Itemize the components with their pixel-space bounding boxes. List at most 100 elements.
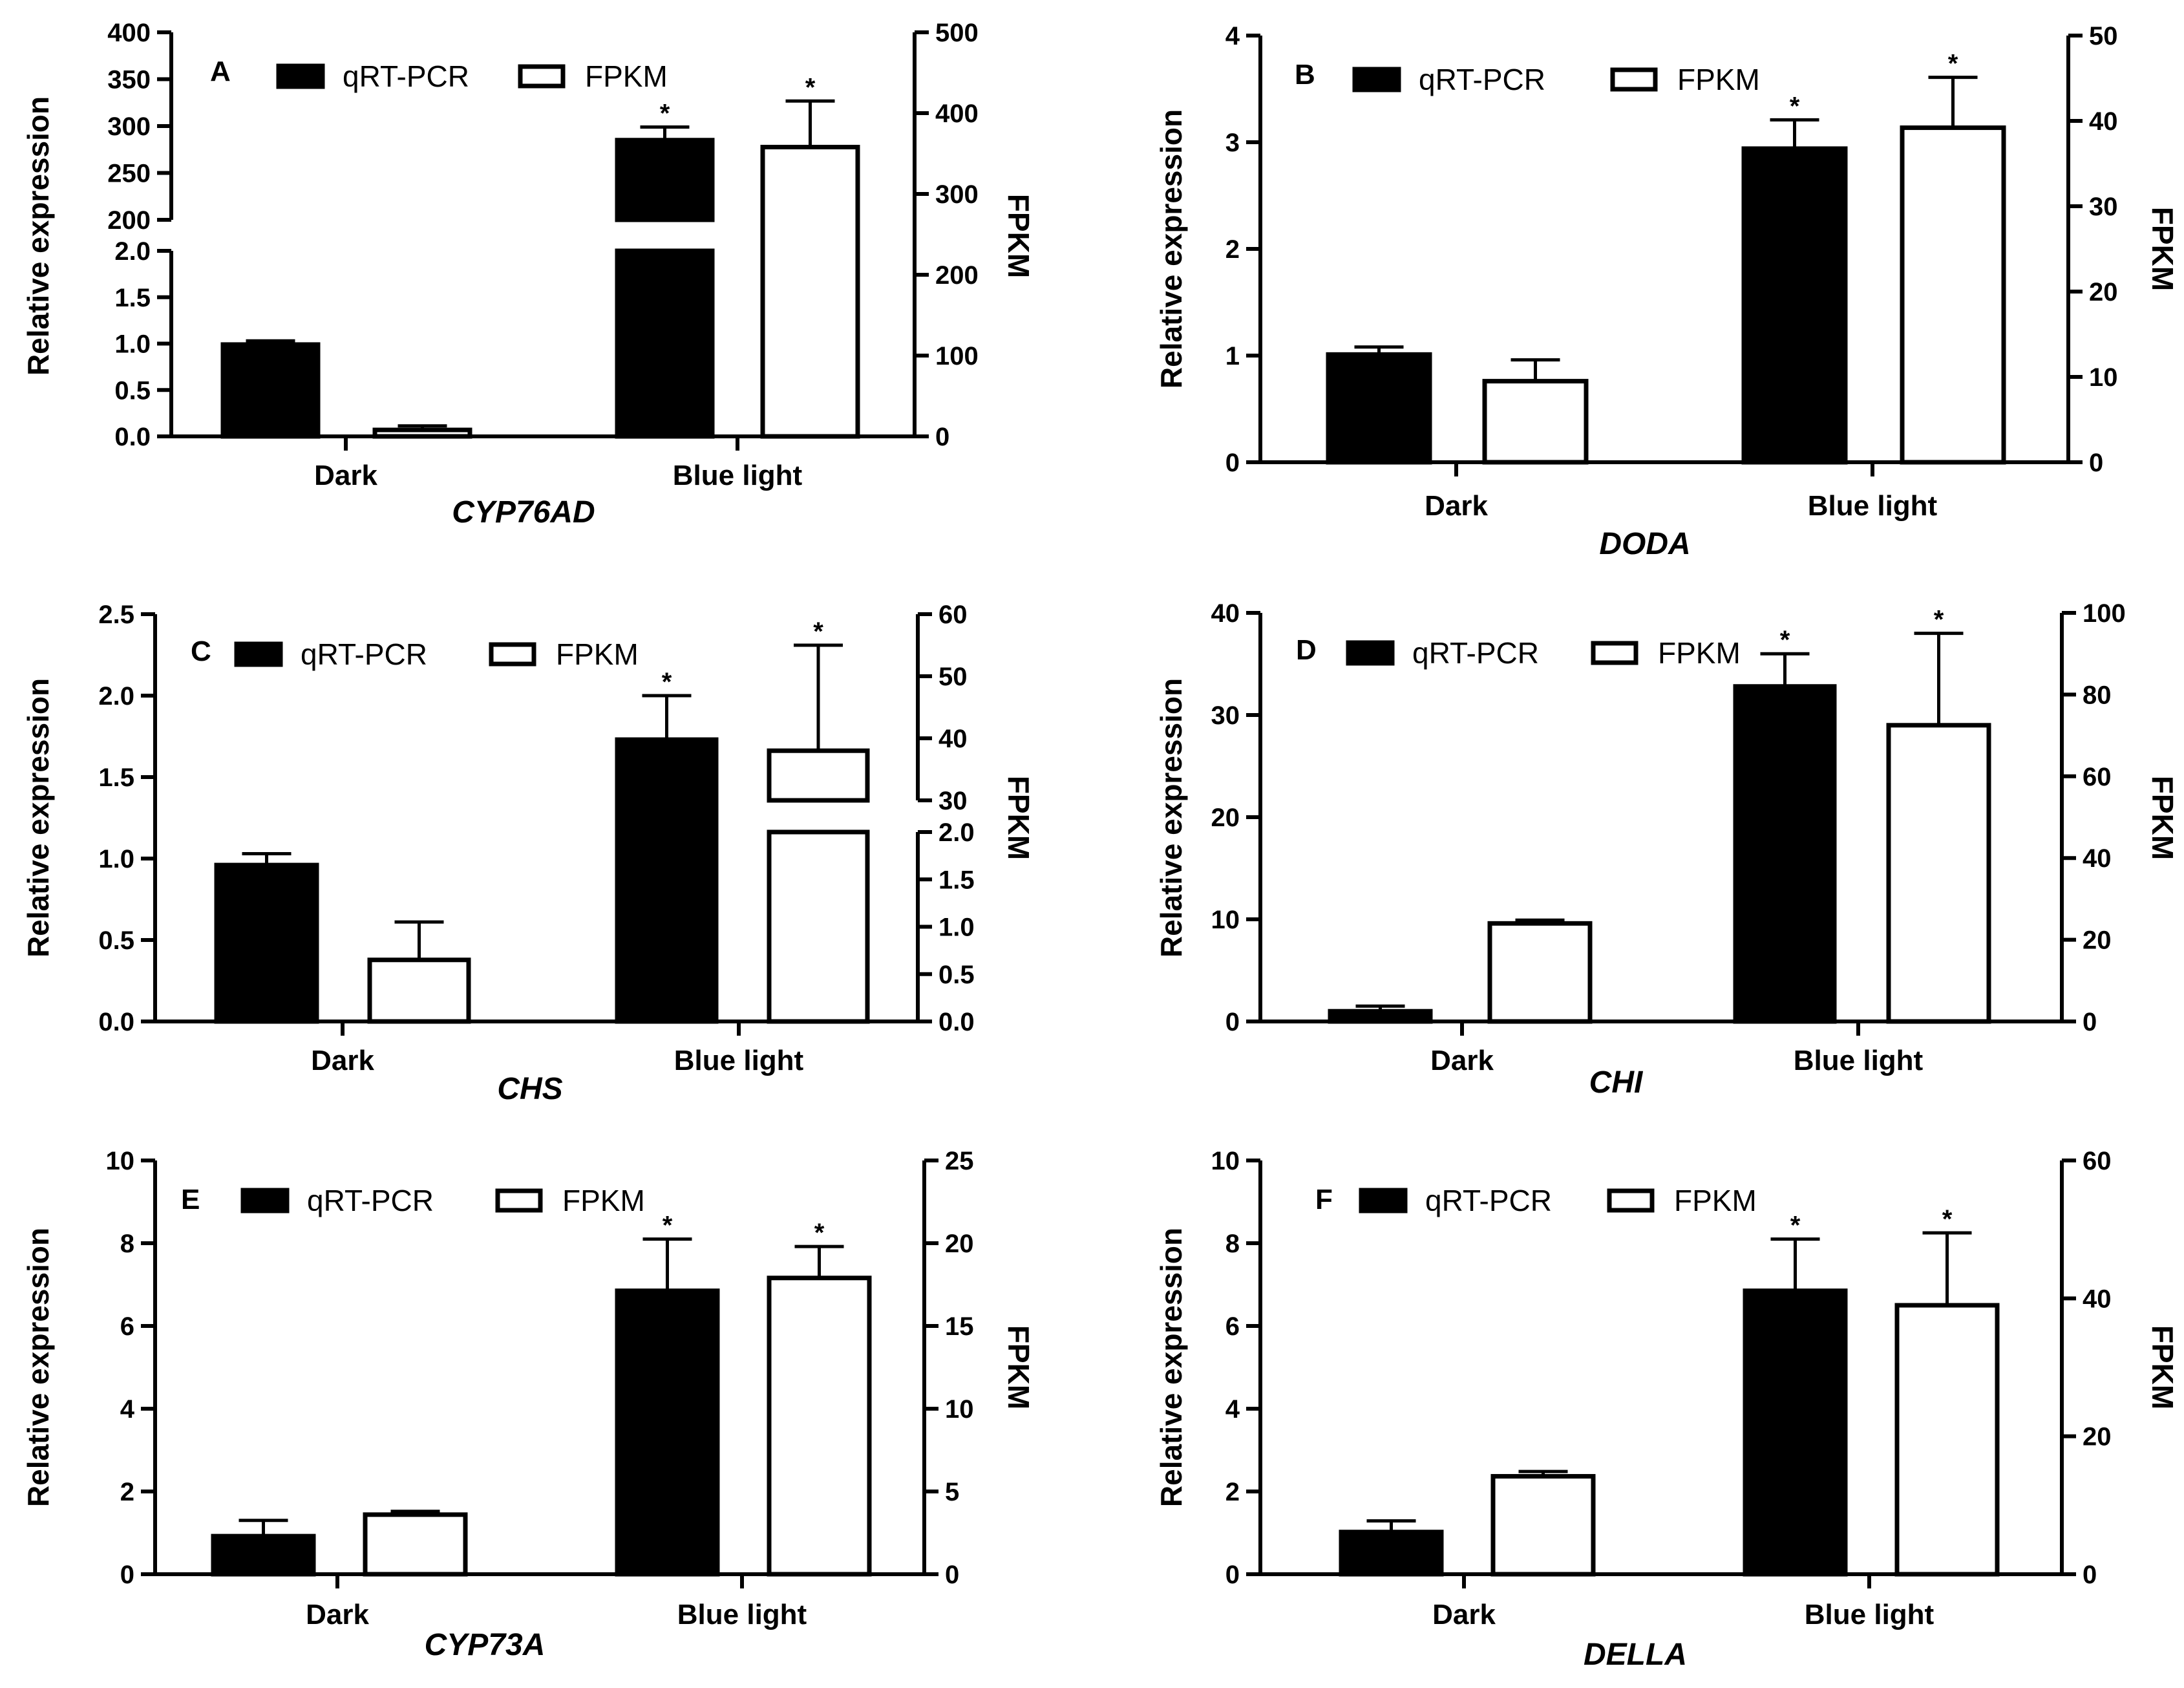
legend-label-qrt: qRT-PCR (1419, 63, 1545, 96)
fpkm-bar-blue-light (1886, 723, 1991, 1024)
legend-label-qrt: qRT-PCR (301, 637, 427, 671)
left-axis-tick-label: 8 (120, 1230, 134, 1258)
left-axis-tick-label: 4 (1225, 1395, 1240, 1424)
error-bar (239, 1519, 288, 1537)
gene-label: CYP73A (425, 1628, 546, 1662)
legend-swatch-fpkm (489, 642, 536, 667)
gene-label: DELLA (1584, 1638, 1687, 1672)
error-bar (642, 694, 692, 740)
fpkm-bar-blue-light-upper (767, 748, 870, 803)
fpkm-bar-dark (1487, 921, 1593, 1024)
qrt-bar-dark (1339, 1530, 1444, 1577)
right-axis-title: FPKM (1002, 1325, 1035, 1409)
left-axis-tick-label: 350 (107, 66, 151, 94)
legend-label-fpkm: FPKM (1674, 1184, 1757, 1217)
panel-letter: B (1295, 59, 1315, 91)
right-axis-title: FPKM (1002, 776, 1035, 860)
significance-star: * (1948, 50, 1958, 78)
category-label: Blue light (673, 460, 803, 491)
category-label: Blue light (677, 1599, 807, 1630)
right-axis-tick-label: 0 (935, 423, 949, 451)
error-bar (390, 1510, 440, 1515)
right-axis-tick-label: 40 (938, 725, 968, 753)
left-axis-tick-label: 1.0 (114, 330, 151, 359)
left-axis-tick-label: 0.0 (114, 423, 151, 451)
legend-label-fpkm: FPKM (585, 59, 668, 93)
legend: qRT-PCR FPKM (1352, 63, 1760, 96)
right-axis-tick-label: 60 (2083, 763, 2112, 791)
fpkm-bar-blue-light (1894, 1303, 2000, 1577)
legend-label-qrt: qRT-PCR (343, 59, 469, 93)
fpkm-bar-dark (367, 957, 471, 1024)
left-axis-tick-label: 2.0 (114, 237, 151, 266)
error-bar (785, 99, 835, 147)
error-bar (1914, 632, 1964, 725)
left-axis-tick-label: 2 (1225, 1478, 1240, 1506)
significance-star: * (1790, 1212, 1801, 1240)
left-axis-tick-label: 2 (1225, 235, 1240, 264)
significance-star: * (1942, 1205, 1953, 1234)
qrt-bar-dark (220, 342, 321, 439)
left-axis-tick-label: 6 (120, 1312, 134, 1341)
fpkm-bar-dark (1482, 379, 1589, 465)
error-bar (1770, 1237, 1820, 1291)
significance-star: * (663, 1212, 673, 1240)
fpkm-bar-dark (363, 1512, 468, 1577)
panel-letter: D (1296, 634, 1317, 666)
error-bar (394, 920, 444, 960)
qrt-bar-blue-light (615, 138, 715, 439)
right-axis-tick-label: 1.5 (938, 866, 975, 894)
panel-a: **0.00.51.01.52.020025030035040001002003… (21, 19, 1035, 529)
error-bar (1511, 358, 1560, 381)
category-label: Dark (311, 1045, 374, 1076)
gene-label: CHI (1589, 1065, 1644, 1100)
right-axis-tick-label: 10 (945, 1395, 974, 1424)
left-axis-tick-label: 1.5 (98, 764, 134, 792)
right-axis-tick-label: 80 (2083, 681, 2112, 709)
legend-swatch-qrt (1359, 1188, 1408, 1213)
right-axis-tick-label: 0 (2083, 1008, 2097, 1036)
panel-letter: E (181, 1184, 200, 1215)
left-axis-tick-label: 1.0 (98, 845, 134, 873)
gene-label: DODA (1599, 527, 1690, 561)
left-axis-title: Relative expression (21, 1228, 55, 1507)
left-axis-tick-label: 200 (107, 206, 151, 235)
left-axis-tick-label: 30 (1211, 701, 1240, 730)
left-axis-tick-label: 4 (120, 1395, 135, 1424)
legend-label-fpkm: FPKM (1677, 63, 1760, 96)
legend-swatch-qrt (234, 641, 283, 667)
left-axis-tick-label: 300 (107, 112, 151, 141)
legend-swatch-fpkm (1610, 67, 1658, 92)
right-axis-tick-label: 200 (935, 261, 979, 290)
legend-label-fpkm: FPKM (1658, 636, 1741, 670)
left-axis-title: Relative expression (21, 678, 55, 957)
left-axis-tick-label: 3 (1225, 129, 1240, 157)
left-axis-tick-label: 0 (1225, 449, 1240, 477)
right-axis-tick-label: 400 (935, 100, 979, 128)
left-axis-tick-label: 2 (120, 1478, 134, 1506)
legend: qRT-PCR FPKM (1359, 1184, 1757, 1217)
category-label: Blue light (1805, 1599, 1935, 1630)
legend-swatch-fpkm (1591, 641, 1638, 665)
right-axis-tick-label: 300 (935, 180, 979, 209)
left-axis-tick-label: 0.5 (98, 926, 134, 955)
right-axis-tick-label: 60 (938, 601, 968, 629)
left-axis-tick-label: 0 (1225, 1008, 1240, 1036)
left-axis-tick-label: 0 (1225, 1561, 1240, 1589)
panel-c: * * 0.0 0.5 1.0 1.5 2.0 2.5 0.0 0.5 1.0 1.5 2.0 30 40 5… (21, 601, 1035, 1106)
category-label: Blue light (674, 1045, 804, 1076)
right-axis-tick-label: 1.0 (938, 913, 975, 942)
left-axis-tick-label: 2.5 (98, 601, 134, 629)
error-bar (246, 339, 295, 345)
legend-swatch-fpkm (1607, 1188, 1655, 1213)
significance-star: * (1934, 606, 1944, 634)
category-label: Dark (1425, 490, 1488, 522)
right-axis-tick-label: 20 (2083, 1423, 2112, 1451)
left-axis-title: Relative expression (1154, 1228, 1188, 1507)
error-bar (1518, 1469, 1568, 1477)
fpkm-bar-dark (1490, 1474, 1596, 1577)
significance-star: * (814, 1219, 825, 1247)
legend-swatch-qrt (1352, 67, 1401, 92)
left-axis-title: Relative expression (21, 96, 55, 376)
